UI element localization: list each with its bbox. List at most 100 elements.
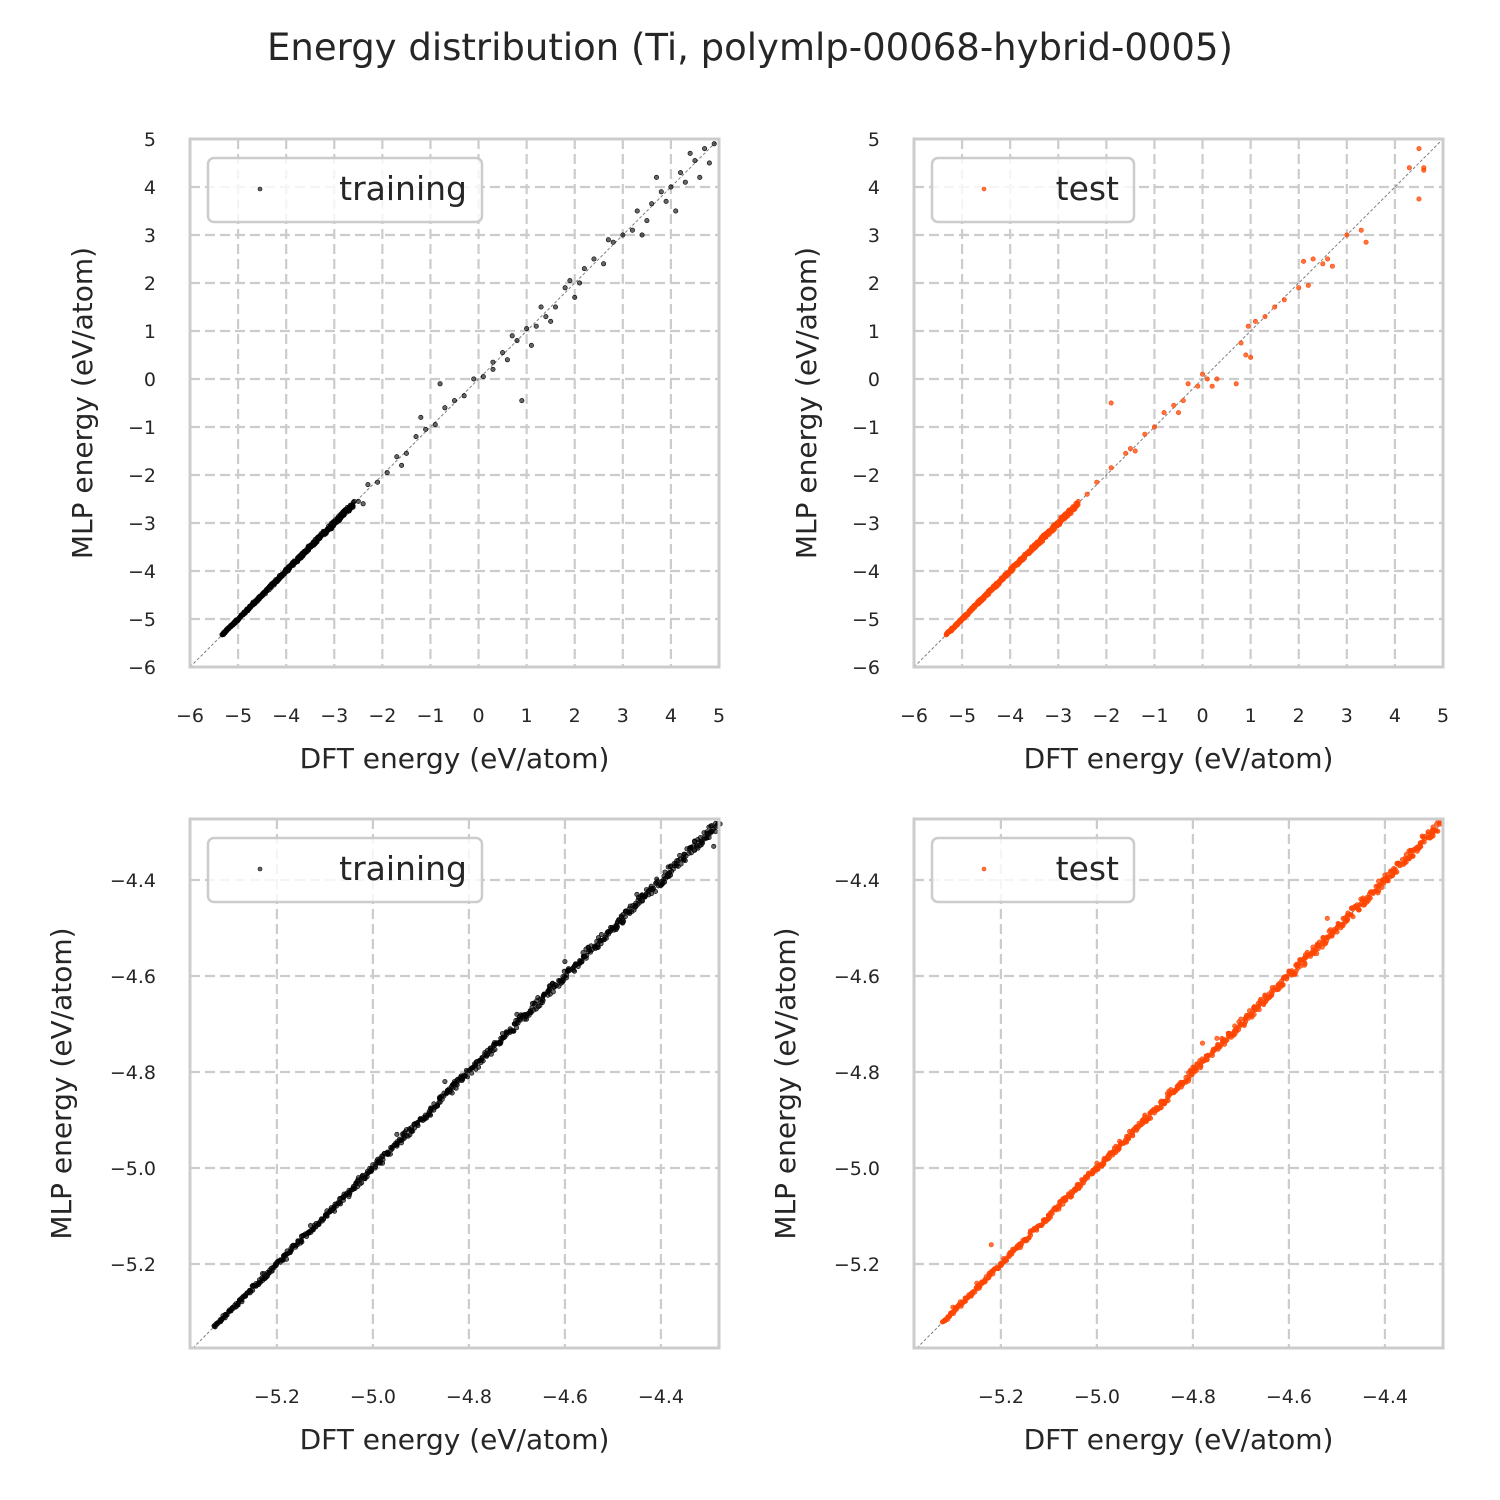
data-point: [403, 450, 409, 456]
x-tick-label: −2: [368, 705, 396, 727]
data-point: [1324, 915, 1330, 921]
y-tick-label: −5.0: [834, 1158, 880, 1180]
data-point: [1171, 402, 1177, 408]
data-point: [1094, 479, 1100, 485]
data-point: [464, 1074, 470, 1080]
data-point: [1243, 1019, 1249, 1025]
data-point: [449, 1090, 455, 1096]
data-point: [211, 1323, 217, 1329]
data-point: [490, 366, 496, 372]
data-point: [1070, 1189, 1076, 1195]
y-tick-label: −4: [128, 561, 156, 583]
axes-frame: [188, 817, 721, 1350]
data-point: [1302, 961, 1308, 967]
legend-box: [930, 836, 1136, 904]
data-point: [639, 232, 645, 238]
data-point: [964, 1295, 970, 1301]
data-point: [998, 1261, 1004, 1267]
data-point: [535, 995, 541, 1001]
data-point: [1435, 828, 1441, 834]
data-point: [259, 1271, 265, 1277]
data-point: [1142, 1112, 1148, 1118]
data-point: [678, 170, 684, 176]
x-axis-label: DFT energy (eV/atom): [300, 1423, 610, 1456]
y-tick-label: −4.6: [110, 966, 156, 988]
data-point: [442, 1079, 448, 1085]
data-point: [1217, 1044, 1223, 1050]
data-point: [998, 578, 1004, 584]
data-point: [274, 578, 280, 584]
data-point: [620, 920, 626, 926]
data-point: [1284, 976, 1290, 982]
data-point: [1421, 167, 1427, 173]
data-point: [1363, 239, 1369, 245]
legend-box: [206, 156, 484, 224]
data-point: [1249, 1012, 1255, 1018]
data-point: [1310, 944, 1316, 950]
legend-marker: [257, 866, 263, 872]
data-point: [500, 350, 506, 356]
data-point: [528, 342, 534, 348]
x-tick-label: 1: [1245, 705, 1257, 727]
panel-bottom-left-training: −5.2 −5.0 −4.8 −4.6 −4.4 −5.2 −5.0 −4.8 −4.6 −4.…: [45, 817, 723, 1456]
data-point: [259, 592, 265, 598]
figure-title: Energy distribution (Ti, polymlp-00068-h…: [267, 26, 1233, 69]
scatter-points: [211, 820, 723, 1330]
data-point: [1358, 896, 1364, 902]
data-point: [1437, 821, 1443, 827]
x-tick-label: 5: [713, 705, 725, 727]
y-tick-label: −3: [128, 513, 156, 535]
data-point: [1094, 1160, 1100, 1166]
data-point: [974, 1280, 980, 1286]
x-tick-label: 0: [472, 705, 484, 727]
data-point: [365, 482, 371, 488]
axes-frame: [912, 817, 1445, 1350]
data-point: [1148, 1115, 1154, 1121]
data-point: [697, 174, 703, 180]
data-point: [1416, 146, 1422, 152]
data-point: [1310, 256, 1316, 262]
data-point: [403, 1127, 409, 1133]
data-point: [451, 398, 457, 404]
data-point: [1281, 297, 1287, 303]
data-point: [394, 1131, 400, 1137]
y-tick-labels: −6 −5 −4 −3 −2 −1 0 1 2 3 4 5: [128, 129, 156, 679]
data-point: [1195, 383, 1201, 389]
data-point: [1301, 258, 1307, 264]
data-point: [598, 932, 604, 938]
data-point: [1406, 848, 1412, 854]
legend-label: training: [339, 849, 467, 888]
data-point: [469, 1070, 475, 1076]
data-point: [1214, 376, 1220, 382]
data-point: [331, 1208, 337, 1214]
data-point: [1348, 912, 1354, 918]
data-point: [1046, 1213, 1052, 1219]
x-tick-label: 5: [1437, 705, 1449, 727]
legend: test: [930, 156, 1136, 224]
data-point: [384, 470, 390, 476]
y-tick-label: 1: [144, 321, 156, 343]
y-axis-label: MLP energy (eV/atom): [45, 927, 78, 1239]
data-point: [702, 146, 708, 152]
identity-diagonal: [189, 138, 720, 668]
x-tick-label: 2: [569, 705, 581, 727]
x-tick-label: −4: [272, 705, 300, 727]
data-point: [692, 158, 698, 164]
data-point: [1410, 853, 1416, 859]
x-axis-label: DFT energy (eV/atom): [1024, 742, 1334, 775]
data-point: [577, 280, 583, 286]
legend-marker: [981, 186, 987, 192]
data-point: [1198, 1063, 1204, 1069]
data-point: [1108, 400, 1114, 406]
y-axis-label: MLP energy (eV/atom): [66, 247, 99, 559]
data-point: [461, 393, 467, 399]
data-point: [588, 949, 594, 955]
data-point: [564, 972, 570, 978]
data-point: [479, 1055, 485, 1061]
data-point: [673, 208, 679, 214]
data-point: [504, 357, 510, 363]
data-point: [1238, 340, 1244, 346]
x-tick-label: 3: [617, 705, 629, 727]
data-point: [1190, 1064, 1196, 1070]
